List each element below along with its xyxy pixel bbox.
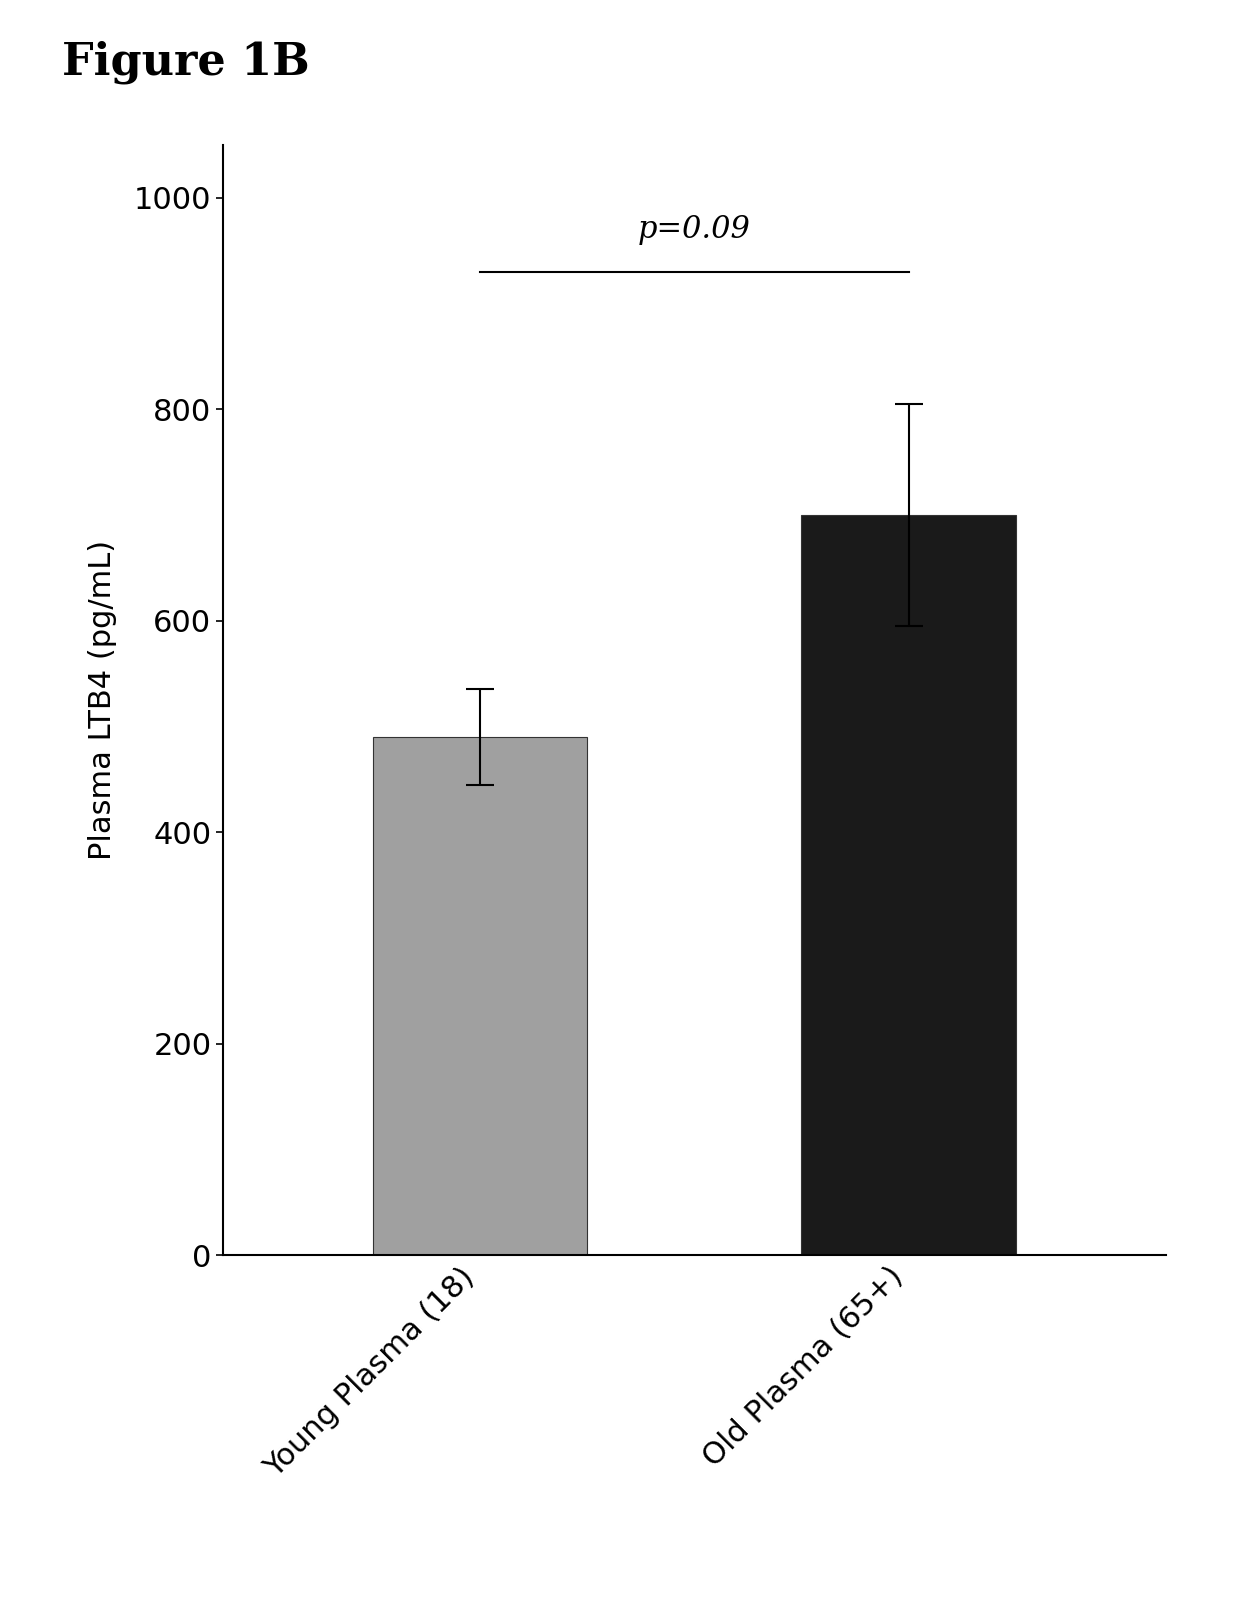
Bar <box>373 737 588 1255</box>
Bar <box>801 515 1016 1255</box>
Y-axis label: Plasma LTB4 (pg/mL): Plasma LTB4 (pg/mL) <box>88 541 118 859</box>
Text: Figure 1B: Figure 1B <box>62 40 310 84</box>
Text: p=0.09: p=0.09 <box>637 214 751 245</box>
